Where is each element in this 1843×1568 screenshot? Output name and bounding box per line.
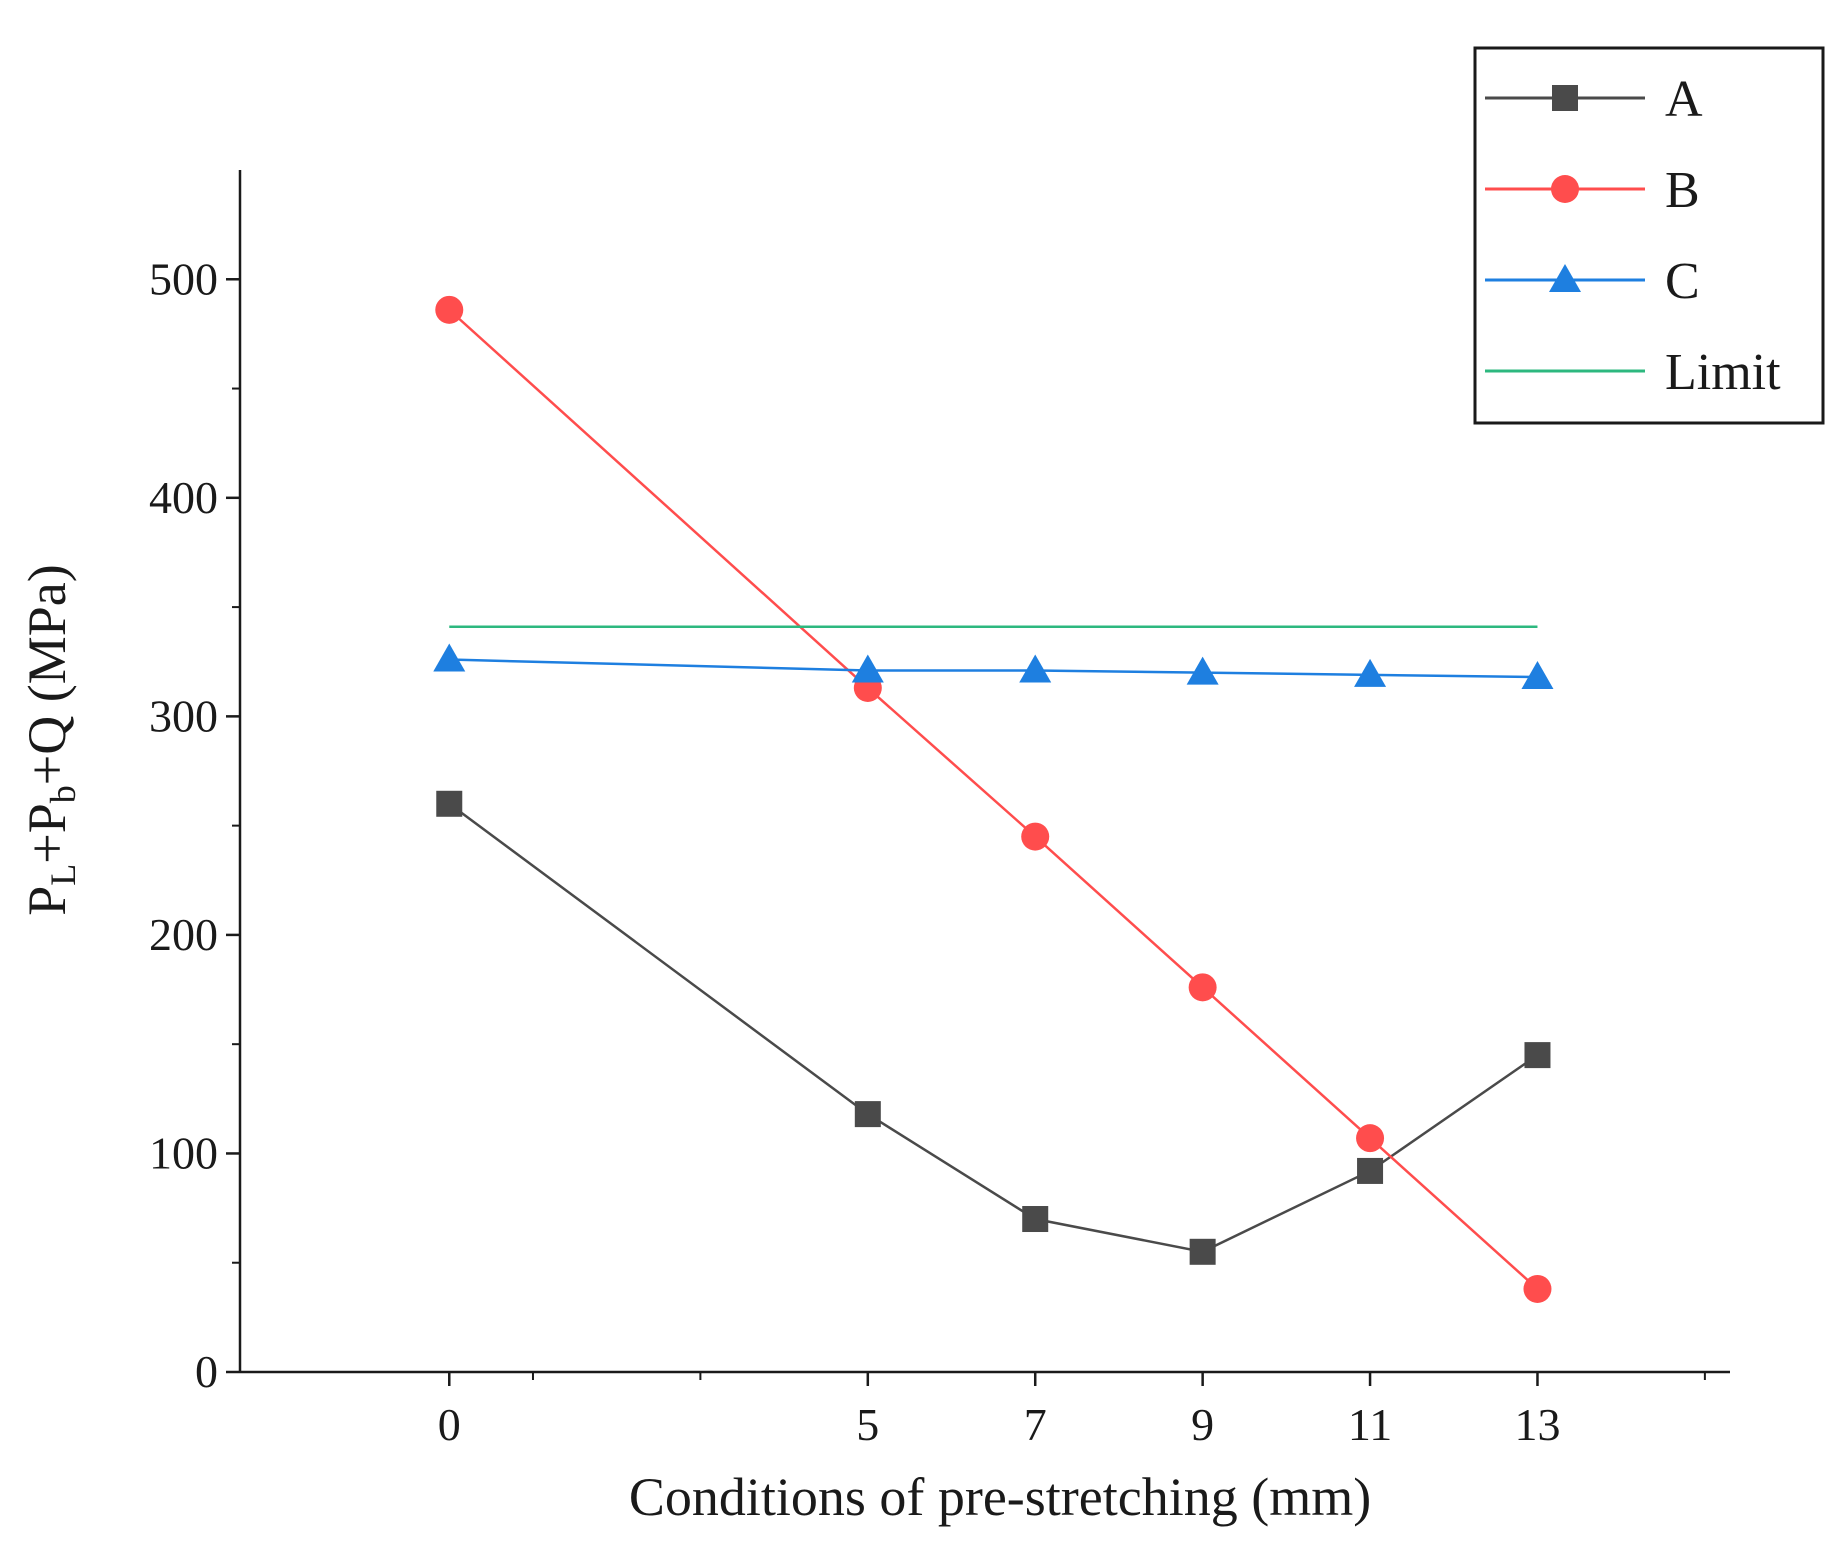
series-c — [433, 643, 1554, 690]
legend-item-c: C — [1485, 253, 1700, 310]
series-c-line — [449, 658, 1538, 679]
legend-item-limit: Limit — [1485, 344, 1781, 401]
y-axis-title-p: P — [17, 886, 77, 916]
x-tick-label: 9 — [1191, 1399, 1214, 1450]
series-c-point — [1186, 656, 1219, 685]
series-layer — [433, 295, 1554, 1303]
y-tick-label: 400 — [149, 472, 218, 523]
x-tick-label: 7 — [1024, 1399, 1047, 1450]
legend-label-b: B — [1665, 162, 1700, 219]
series-b-point — [1356, 1124, 1385, 1153]
y-axis-title-plus-p: +P — [17, 803, 77, 864]
series-a-point — [854, 1101, 881, 1128]
y-tick-label: 500 — [149, 253, 218, 304]
y-axis-title-suffix: +Q (MPa) — [17, 564, 77, 785]
series-a-point — [436, 790, 463, 817]
series-c-point — [1521, 661, 1554, 690]
series-a-point — [1022, 1206, 1049, 1233]
legend: ABC Limit — [1473, 46, 1825, 425]
legend-item-b: B — [1485, 162, 1700, 219]
legend-marker-b — [1551, 175, 1579, 203]
series-b-line — [448, 308, 1539, 1290]
series-c-point — [1354, 658, 1387, 687]
legend-box — [1473, 46, 1825, 425]
series-a — [436, 790, 1551, 1265]
series-a-point — [1357, 1157, 1384, 1184]
x-tick-label: 0 — [438, 1399, 461, 1450]
y-axis-title-sub-l: L — [43, 864, 83, 886]
legend-marker-a — [1552, 85, 1578, 111]
x-tick-label: 5 — [856, 1399, 879, 1450]
series-b-point — [1188, 973, 1217, 1002]
series-b — [435, 295, 1552, 1303]
y-tick-label: 300 — [149, 690, 218, 741]
series-a-point — [1189, 1238, 1216, 1265]
series-a-point — [1524, 1042, 1551, 1069]
x-tick-label: 11 — [1348, 1399, 1392, 1450]
legend-marker-c — [1549, 264, 1581, 292]
legend-label-c: C — [1665, 253, 1700, 310]
legend-label-limit: Limit — [1665, 344, 1781, 401]
series-a-line — [448, 802, 1539, 1254]
y-axis-title: PL+Pb+Q (MPa) — [17, 564, 83, 915]
x-axis-title: Conditions of pre-stretching (mm) — [629, 1467, 1371, 1527]
legend-item-a: A — [1485, 71, 1703, 128]
y-tick-label: 100 — [149, 1127, 218, 1178]
x-tick-label: 13 — [1514, 1399, 1560, 1450]
y-tick-label: 0 — [195, 1346, 218, 1397]
series-c-point — [851, 654, 884, 683]
y-axis-title-sub-b: b — [43, 785, 83, 803]
y-tick-label: 200 — [149, 909, 218, 960]
series-b-point — [435, 295, 464, 324]
series-b-point — [1523, 1274, 1552, 1303]
series-c-point — [1019, 654, 1052, 683]
axes-layer: 0 100 200 300 400 500 0 5 7 9 11 13 — [149, 170, 1730, 1450]
legend-label-a: A — [1665, 71, 1703, 128]
series-b-point — [1021, 822, 1050, 851]
series-c-point — [433, 643, 466, 672]
